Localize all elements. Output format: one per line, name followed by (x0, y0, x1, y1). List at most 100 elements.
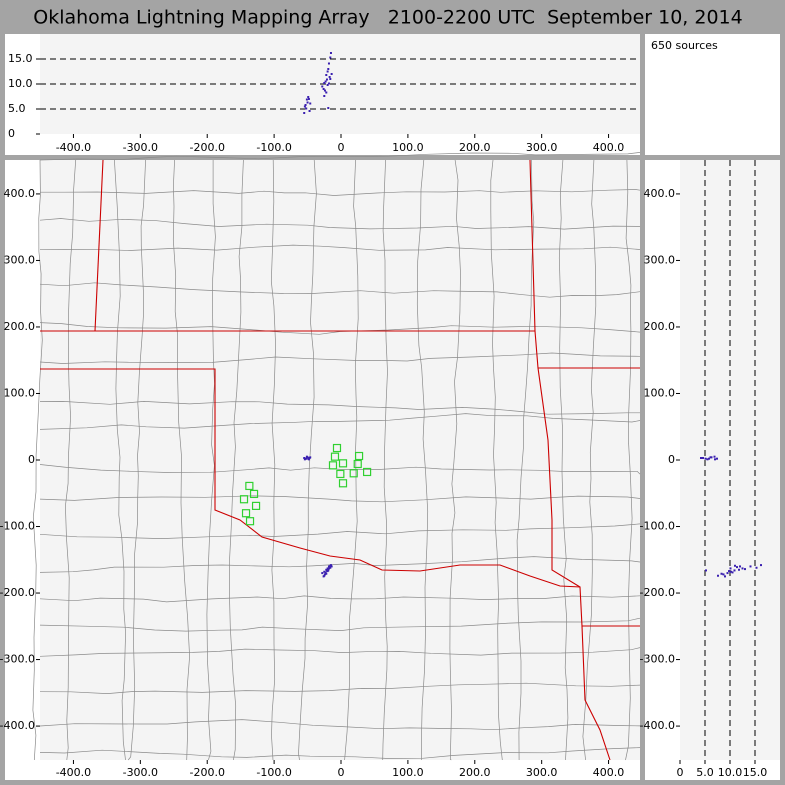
x-tick-label: 300.0 (526, 141, 558, 154)
source-altitude-y (730, 570, 732, 573)
source-altitude-x (321, 85, 324, 88)
source-plan (303, 457, 306, 460)
county-line (172, 159, 190, 761)
county-line (39, 244, 641, 251)
x-tick-label: 0 (338, 141, 345, 154)
source-plan (309, 456, 312, 459)
source-altitude-y (755, 566, 758, 569)
alt-tick-label: 0 (677, 766, 684, 779)
source-altitude-x (324, 80, 327, 83)
county-line (40, 189, 641, 196)
station (336, 469, 345, 479)
source-altitude-x (325, 78, 328, 81)
x-tick-label: 400.0 (593, 141, 625, 154)
station (332, 443, 342, 453)
source-altitude-x (327, 62, 330, 65)
county-line (39, 322, 641, 335)
x-tick-label: -400.0 (56, 141, 91, 154)
border (529, 159, 581, 588)
station (249, 489, 259, 499)
x-tick-label: 300.0 (526, 766, 558, 779)
source-altitude-x (330, 73, 333, 75)
alt-tick-label: 15.0 (743, 766, 768, 779)
source-plan (325, 572, 328, 575)
source-altitude-x (323, 82, 326, 84)
y-tick-label: -300.0 (640, 653, 675, 666)
county-line (39, 647, 641, 657)
station (338, 459, 348, 468)
x-tick-label: 0 (338, 766, 345, 779)
y-tick-label: -300.0 (0, 653, 35, 666)
source-altitude-y (714, 458, 716, 461)
alt-tick-label: 5.0 (696, 766, 714, 779)
station (251, 501, 261, 510)
source-altitude-y (722, 573, 725, 576)
station (328, 461, 338, 470)
source-plan (324, 571, 327, 574)
source-altitude-y (706, 458, 709, 461)
county-line (416, 159, 429, 761)
source-altitude-x (327, 82, 330, 85)
source-altitude-y (726, 572, 729, 575)
source-plan (323, 574, 326, 577)
source-plan (303, 458, 306, 461)
county-line (39, 413, 641, 430)
station (354, 451, 364, 461)
source-altitude-y (700, 457, 702, 460)
county-line (39, 152, 641, 161)
x-tick-label: 400.0 (593, 766, 625, 779)
station (353, 459, 362, 469)
county-line (127, 159, 146, 761)
source-altitude-x (303, 112, 306, 114)
source-plan (307, 457, 310, 460)
y-tick-label: -400.0 (640, 719, 675, 732)
y-tick-label: 400.0 (644, 187, 676, 200)
source-altitude-x (326, 84, 329, 86)
y-tick-label: -200.0 (640, 586, 675, 599)
source-altitude-x (323, 89, 326, 92)
county-line (449, 159, 461, 761)
source-altitude-y (702, 457, 704, 460)
county-line (65, 159, 77, 761)
source-plan (327, 569, 330, 572)
station (362, 467, 372, 477)
source-altitude-x (307, 96, 310, 98)
source-altitude-y (760, 564, 762, 567)
y-tick-label: -200.0 (0, 586, 35, 599)
county-line (382, 159, 388, 761)
source-altitude-x (308, 110, 311, 112)
y-tick-label: 100.0 (644, 386, 676, 399)
source-altitude-y (736, 566, 738, 569)
chart-title: Oklahoma Lightning Mapping Array 2100-22… (33, 7, 743, 29)
x-tick-label: -300.0 (123, 766, 158, 779)
x-tick-label: -200.0 (189, 141, 224, 154)
station (241, 509, 251, 518)
county-line (490, 159, 503, 761)
source-altitude-x (303, 105, 306, 108)
county-line (206, 160, 216, 761)
source-altitude-x (322, 88, 325, 90)
source-altitude-x (329, 78, 332, 80)
county-line (39, 495, 641, 503)
station (245, 481, 254, 491)
source-altitude-y (709, 456, 712, 459)
y-tick-label: 100.0 (4, 386, 36, 399)
county-line (344, 159, 359, 761)
source-altitude-x (307, 98, 310, 100)
station (330, 452, 340, 461)
source-altitude-y (734, 564, 736, 567)
source-altitude-y (708, 457, 710, 460)
county-line (39, 617, 641, 632)
x-tick-label: 100.0 (392, 141, 424, 154)
source-altitude-y (705, 569, 707, 572)
y-tick-label: -100.0 (0, 520, 35, 533)
source-altitude-x (323, 95, 326, 97)
source-altitude-y (717, 574, 719, 577)
source-altitude-y (704, 457, 707, 460)
state-borders (40, 159, 640, 761)
source-altitude-x (325, 91, 328, 94)
source-altitude-x (329, 52, 332, 54)
source-altitude-x (328, 76, 331, 78)
county-line (298, 159, 317, 761)
